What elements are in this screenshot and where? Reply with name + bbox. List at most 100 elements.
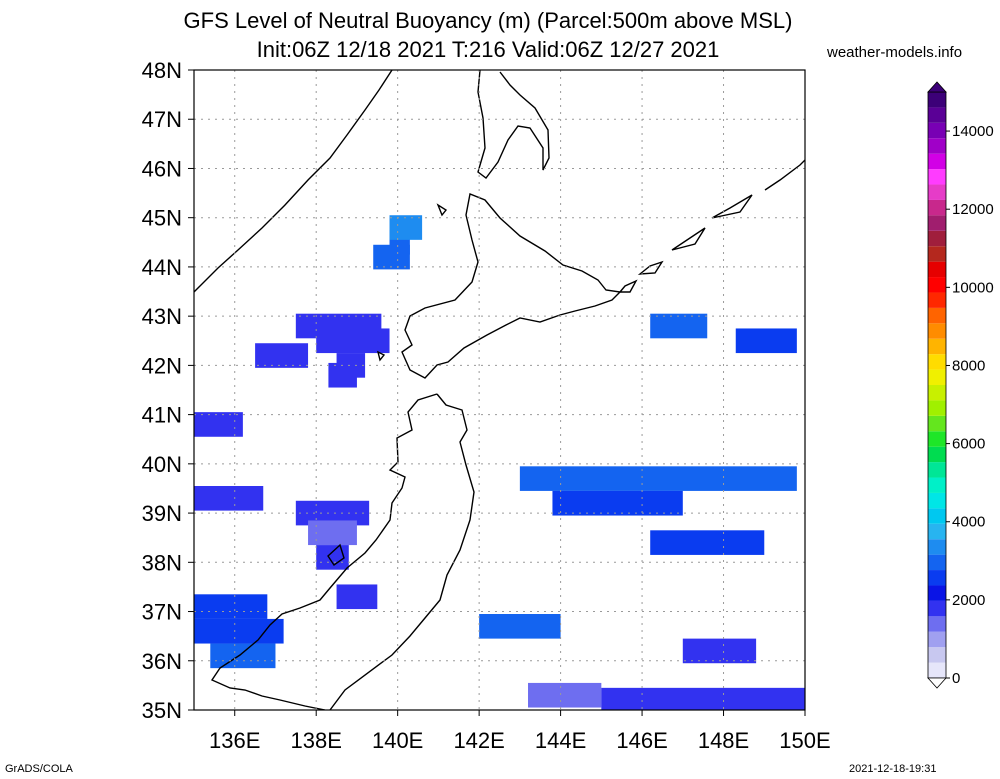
colorbar-segment [928, 662, 946, 678]
colorbar-segment [928, 462, 946, 478]
coastline-kurils [618, 159, 805, 293]
field-cell-21 [650, 313, 708, 339]
colorbar-segment [928, 199, 946, 216]
coastline-sado [327, 543, 345, 566]
axis-ticks: 136E 138E 140E 142E 144E 146E 148E 150E 35N 36N 37… [142, 58, 831, 753]
colorbar-segment [928, 122, 946, 139]
colorbar-segment [928, 323, 946, 339]
field-cell-22 [479, 614, 561, 639]
field-cell-8 [194, 412, 243, 437]
colorbar-tick-label: 12000 [952, 201, 994, 218]
colorbar-segment [928, 523, 946, 540]
colorbar-segment [928, 385, 946, 401]
coastline-okushiri [376, 350, 386, 362]
site-label: weather-models.info [827, 44, 963, 61]
colorbar-segment [928, 400, 946, 416]
y-tick-label: 35N [142, 698, 182, 723]
colorbar-segment [928, 415, 946, 432]
colorbar-segment [928, 107, 946, 123]
colorbar-segment [928, 492, 946, 509]
y-tick-label: 36N [142, 649, 182, 674]
colorbar-segment [928, 431, 946, 447]
y-tick-label: 45N [142, 206, 182, 231]
x-tick-label: 142E [453, 728, 504, 753]
plot-frame [193, 69, 806, 711]
field-cell-11 [308, 520, 357, 546]
colorbar-segment [928, 92, 946, 108]
field-cell-7 [328, 362, 357, 388]
chart-subtitle: Init:06Z 12/18 2021 T:216 Valid:06Z 12/2… [256, 37, 720, 62]
colorbar-segment [928, 539, 946, 555]
colorbar-segment [928, 277, 946, 293]
colorbar-tick-label: 4000 [952, 514, 985, 531]
x-tick-label: 144E [535, 728, 586, 753]
field-cell-24 [601, 687, 805, 710]
x-tick-label: 138E [291, 728, 342, 753]
colorbar-tick-label: 6000 [952, 436, 985, 453]
colorbar-segment [928, 600, 946, 617]
field-cell-20 [735, 328, 797, 354]
colorbar-segment [928, 446, 946, 463]
colorbar-segment [928, 585, 946, 601]
colorbar-segment [928, 477, 946, 493]
field-cell-4 [295, 313, 382, 339]
field-cell-13 [336, 584, 378, 610]
field-cell-2 [373, 244, 410, 270]
colorbar-segment [928, 616, 946, 632]
coastline-honshu [210, 393, 475, 710]
colorbar-segment [928, 631, 946, 648]
field-cell-5 [255, 343, 309, 368]
y-tick-label: 48N [142, 58, 182, 83]
coastline-hokkaido [401, 193, 622, 379]
field-cell-19 [650, 530, 765, 555]
colorbar-tick-label: 2000 [952, 592, 985, 609]
field-cell-18 [552, 490, 683, 516]
x-tick-label: 150E [779, 728, 830, 753]
y-tick-label: 46N [142, 156, 182, 181]
y-tick-label: 41N [142, 403, 182, 428]
footer-credit: GrADS/COLA [5, 763, 73, 775]
y-tick-label: 47N [142, 107, 182, 132]
coastline-rebun [436, 203, 448, 217]
colorbar-min-arrow [927, 677, 947, 689]
colorbar-segment [928, 369, 946, 385]
colorbar-segment [928, 246, 946, 262]
coastline-layer [194, 70, 805, 710]
field-cell-23 [528, 682, 602, 708]
field-cell-9 [194, 486, 264, 511]
x-tick-label: 146E [616, 728, 667, 753]
field-cell-1 [389, 215, 423, 240]
colorbar-segment [928, 647, 946, 663]
colorbar-segment [928, 184, 946, 200]
colorbar-segment [928, 153, 946, 170]
field-cell-25 [682, 638, 757, 664]
colorbar-max-arrow [927, 81, 947, 93]
x-tick-label: 148E [698, 728, 749, 753]
colorbar-segment [928, 261, 946, 278]
colorbar-segment [928, 230, 946, 247]
y-tick-label: 39N [142, 501, 182, 526]
y-tick-label: 38N [142, 550, 182, 575]
y-tick-label: 40N [142, 452, 182, 477]
colorbar-tick-label: 14000 [952, 123, 994, 140]
footer-timestamp: 2021-12-18-19:31 [849, 763, 937, 775]
colorbar-segment [928, 338, 946, 355]
chart-title: GFS Level of Neutral Buoyancy (m) (Parce… [183, 8, 793, 33]
colorbar-tick-label: 0 [952, 670, 960, 687]
colorbar-segment [928, 554, 946, 571]
y-tick-label: 42N [142, 353, 182, 378]
coastline-sakhalin [477, 70, 550, 179]
colorbar-segment [928, 215, 946, 231]
field-cell-16 [210, 643, 276, 669]
y-tick-label: 43N [142, 304, 182, 329]
colorbar-tick-label: 8000 [952, 357, 985, 374]
colorbar-segment [928, 354, 946, 370]
y-tick-label: 37N [142, 600, 182, 625]
colorbar-segment [928, 508, 946, 524]
field-cell-14 [194, 594, 268, 619]
field-cell-15 [194, 618, 284, 644]
coastline-mainland [194, 70, 393, 293]
y-tick-label: 44N [142, 255, 182, 280]
colorbar-segment [928, 570, 946, 586]
